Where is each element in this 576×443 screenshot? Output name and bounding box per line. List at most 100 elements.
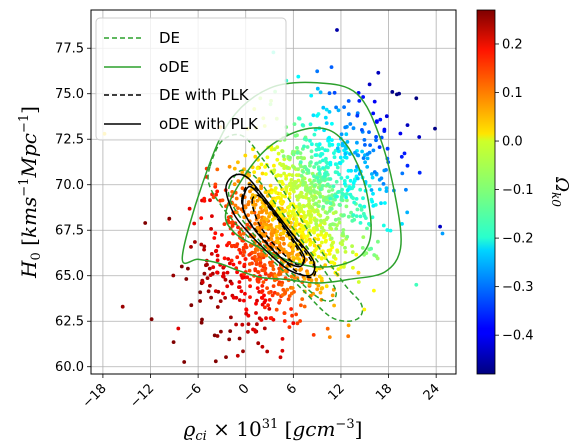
scatter-point <box>304 167 309 172</box>
scatter-point <box>308 260 313 265</box>
x-tick-label: 6 <box>284 381 300 397</box>
scatter-point <box>207 266 212 271</box>
scatter-point <box>324 165 329 169</box>
scatter-point <box>279 201 284 206</box>
scatter-point <box>259 318 264 322</box>
scatter-point <box>269 147 274 152</box>
scatter-point <box>384 189 389 194</box>
scatter-point <box>315 86 320 91</box>
scatter-point <box>254 311 258 315</box>
scatter-point <box>298 160 303 165</box>
scatter-point <box>362 214 367 218</box>
scatter-point <box>321 166 325 170</box>
scatter-point <box>377 145 382 150</box>
scatter-point <box>284 185 289 190</box>
scatter-point <box>245 275 250 280</box>
scatter-point <box>223 296 228 300</box>
scatter-point <box>343 155 347 160</box>
scatter-point <box>438 224 442 229</box>
scatter-point <box>302 144 306 149</box>
scatter-point <box>372 170 377 174</box>
y-axis-label: H0 [kms−1Mpc−1] <box>17 106 44 279</box>
x-tick-label: 18 <box>373 381 395 403</box>
scatter-point <box>272 168 277 173</box>
scatter-point <box>311 113 316 118</box>
scatter-point <box>314 277 319 282</box>
scatter-point <box>301 170 306 174</box>
scatter-point <box>248 295 252 299</box>
scatter-point <box>346 323 351 328</box>
scatter-point <box>235 353 240 358</box>
scatter-point <box>247 200 251 204</box>
scatter-point <box>200 317 204 322</box>
scatter-point <box>334 227 339 231</box>
scatter-point <box>340 239 345 243</box>
scatter-point <box>248 284 253 289</box>
scatter-point <box>280 194 285 198</box>
scatter-point <box>227 164 232 169</box>
scatter-point <box>323 239 328 244</box>
scatter-point <box>329 206 334 211</box>
scatter-point <box>385 228 390 232</box>
scatter-point <box>262 326 267 331</box>
contour-ode-with-plk-inner <box>241 185 306 268</box>
scatter-point <box>345 234 350 239</box>
scatter-point <box>278 173 283 178</box>
contour-de-inner <box>227 169 337 302</box>
scatter-point <box>264 206 268 210</box>
scatter-point <box>335 165 340 170</box>
scatter-point <box>243 291 247 296</box>
scatter-point <box>222 222 227 227</box>
scatter-point <box>348 192 353 197</box>
scatter-point <box>336 267 341 271</box>
scatter-point <box>341 228 346 232</box>
scatter-point <box>317 179 321 184</box>
scatter-point <box>319 256 324 261</box>
scatter-point <box>284 189 289 194</box>
scatter-point <box>417 135 422 139</box>
scatter-point <box>184 277 189 281</box>
scatter-point <box>254 301 258 306</box>
scatter-point <box>275 229 280 234</box>
scatter-point <box>255 298 259 303</box>
scatter-point <box>298 260 302 264</box>
scatter-point <box>362 307 367 312</box>
scatter-point <box>348 122 353 126</box>
scatter-point <box>259 162 264 167</box>
scatter-point <box>302 234 307 239</box>
scatter-point <box>327 252 332 256</box>
scatter-point <box>345 140 350 144</box>
scatter-point <box>270 217 275 222</box>
scatter-point <box>274 225 279 229</box>
scatter-point <box>369 246 373 251</box>
scatter-point <box>236 160 240 165</box>
scatter-point <box>323 171 327 176</box>
scatter-point <box>308 163 312 168</box>
scatter-point <box>370 175 375 180</box>
scatter-point <box>262 263 267 267</box>
scatter-point <box>318 194 323 199</box>
scatter-point <box>349 210 353 215</box>
scatter-point <box>284 250 288 254</box>
scatter-point <box>336 190 340 195</box>
scatter-point <box>319 240 324 245</box>
scatter-point <box>372 288 376 293</box>
scatter-point <box>242 275 247 280</box>
scatter-point <box>296 167 300 172</box>
scatter-point <box>340 187 344 192</box>
scatter-point <box>326 248 331 253</box>
scatter-point <box>312 178 317 183</box>
scatter-point <box>350 244 354 249</box>
scatter-point <box>287 216 292 221</box>
scatter-point <box>301 181 306 186</box>
scatter-point <box>338 155 343 160</box>
scatter-point <box>312 174 316 179</box>
scatter-point <box>277 210 281 214</box>
scatter-point <box>298 319 302 323</box>
scatter-point <box>273 186 278 191</box>
scatter-point <box>339 176 344 180</box>
scatter-point <box>297 207 302 212</box>
scatter-point <box>230 190 235 194</box>
scatter-point <box>260 284 265 288</box>
scatter-point <box>238 251 243 255</box>
